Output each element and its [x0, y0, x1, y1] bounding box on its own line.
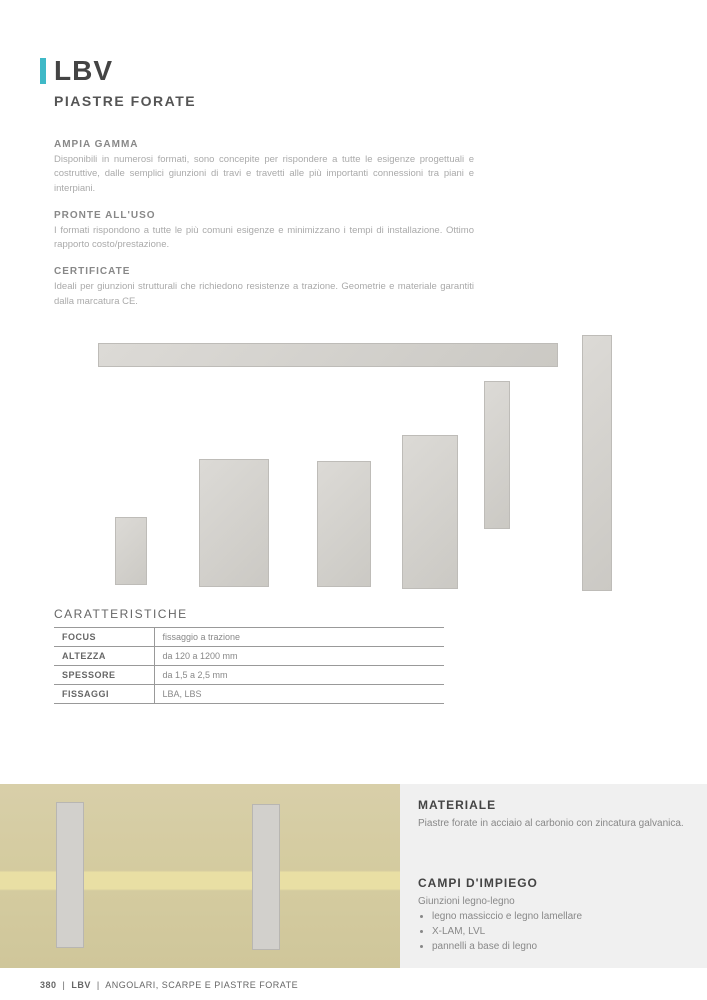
- page-subtitle: PIASTRE FORATE: [54, 93, 667, 109]
- char-label: ALTEZZA: [54, 646, 154, 665]
- application-list: legno massiccio e legno lamellare X-LAM,…: [432, 909, 689, 954]
- plate-shape: [98, 343, 558, 367]
- intro-body: I formati rispondono a tutte le più comu…: [54, 224, 474, 253]
- list-item: legno massiccio e legno lamellare: [432, 909, 689, 924]
- char-label: FOCUS: [54, 627, 154, 646]
- product-image: [54, 323, 644, 593]
- plate-shape: [317, 461, 371, 587]
- characteristics-title: CARATTERISTICHE: [54, 607, 667, 621]
- plate-shape: [484, 381, 510, 529]
- intro-body: Disponibili in numerosi formati, sono co…: [54, 153, 474, 196]
- plate-shape: [56, 802, 84, 948]
- char-value: LBA, LBS: [154, 684, 444, 703]
- char-label: FISSAGGI: [54, 684, 154, 703]
- list-item: pannelli a base di legno: [432, 939, 689, 954]
- footer-product: LBV: [71, 980, 91, 990]
- application-photo: [0, 784, 400, 968]
- intro-head: PRONTE ALL'USO: [54, 210, 474, 221]
- char-value: da 1,5 a 2,5 mm: [154, 665, 444, 684]
- characteristics-table: FOCUSfissaggio a trazione ALTEZZAda 120 …: [54, 627, 444, 704]
- char-label: SPESSORE: [54, 665, 154, 684]
- table-row: SPESSOREda 1,5 a 2,5 mm: [54, 665, 444, 684]
- plate-shape: [115, 517, 147, 585]
- page-title: LBV: [54, 55, 113, 87]
- plate-shape: [582, 335, 612, 591]
- accent-bar: [40, 58, 46, 84]
- table-row: FISSAGGILBA, LBS: [54, 684, 444, 703]
- page-number: 380: [40, 980, 57, 990]
- page-footer: 380 | LBV | ANGOLARI, SCARPE E PIASTRE F…: [40, 980, 298, 990]
- intro-head: AMPIA GAMMA: [54, 139, 474, 150]
- footer-category: ANGOLARI, SCARPE E PIASTRE FORATE: [105, 980, 298, 990]
- plate-shape: [252, 804, 280, 950]
- info-panel: MATERIALE Piastre forate in acciaio al c…: [400, 784, 707, 968]
- material-body: Piastre forate in acciaio al carbonio co…: [418, 817, 689, 831]
- application-lead: Giunzioni legno-legno: [418, 895, 689, 909]
- table-row: ALTEZZAda 120 a 1200 mm: [54, 646, 444, 665]
- bottom-section: MATERIALE Piastre forate in acciaio al c…: [0, 784, 707, 968]
- plate-shape: [199, 459, 269, 587]
- plate-shape: [402, 435, 458, 589]
- list-item: X-LAM, LVL: [432, 924, 689, 939]
- application-head: CAMPI D'IMPIEGO: [418, 876, 689, 890]
- intro-head: CERTIFICATE: [54, 266, 474, 277]
- intro-body: Ideali per giunzioni strutturali che ric…: [54, 280, 474, 309]
- intro-section: AMPIA GAMMA Disponibili in numerosi form…: [54, 139, 474, 309]
- material-head: MATERIALE: [418, 798, 689, 812]
- char-value: da 120 a 1200 mm: [154, 646, 444, 665]
- table-row: FOCUSfissaggio a trazione: [54, 627, 444, 646]
- char-value: fissaggio a trazione: [154, 627, 444, 646]
